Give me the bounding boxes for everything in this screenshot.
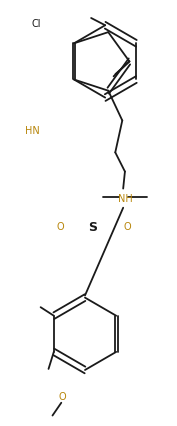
Text: O: O	[57, 222, 64, 232]
Text: O: O	[123, 222, 131, 232]
Text: S: S	[88, 220, 97, 233]
Text: HN: HN	[25, 125, 40, 135]
Text: NH: NH	[118, 193, 133, 203]
Text: O: O	[58, 391, 66, 401]
Text: Cl: Cl	[32, 19, 41, 29]
